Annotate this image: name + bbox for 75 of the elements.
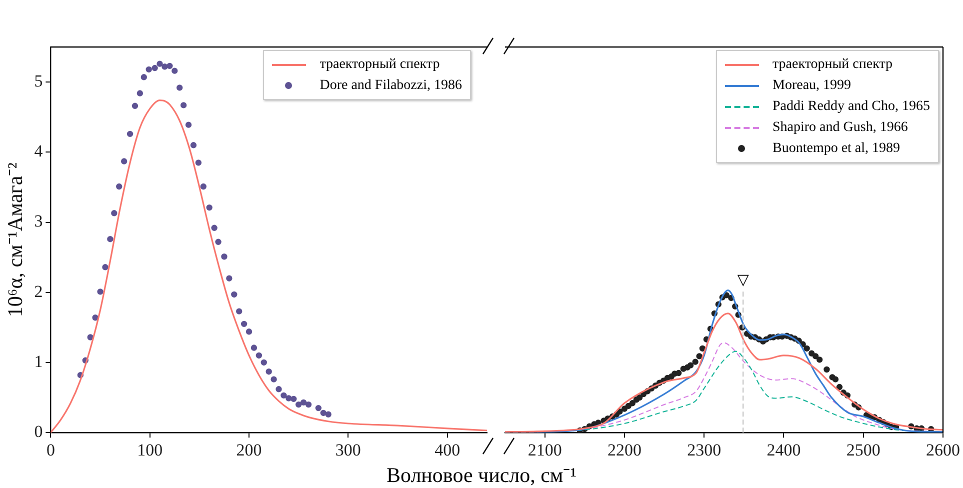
point bbox=[152, 64, 158, 72]
y-tick-label: 3 bbox=[34, 212, 43, 231]
point bbox=[236, 308, 242, 314]
point bbox=[92, 314, 98, 321]
point bbox=[246, 328, 252, 335]
point bbox=[132, 102, 138, 109]
point bbox=[97, 288, 104, 295]
point bbox=[256, 352, 262, 359]
legend-label: траекторный спектр bbox=[320, 56, 440, 72]
point bbox=[146, 66, 152, 73]
point bbox=[200, 183, 207, 190]
point bbox=[166, 62, 173, 70]
ref-line-label: ▽ bbox=[737, 270, 750, 288]
point bbox=[296, 401, 302, 408]
point bbox=[320, 410, 326, 416]
point bbox=[185, 122, 192, 128]
legend-label: Dore and Filabozzi, 1986 bbox=[320, 78, 462, 94]
x-tick-label: 100 bbox=[137, 440, 163, 460]
point bbox=[126, 130, 134, 138]
point bbox=[270, 376, 277, 382]
point bbox=[211, 224, 218, 231]
x-tick-label: 2500 bbox=[846, 440, 880, 460]
point bbox=[195, 160, 202, 166]
point bbox=[266, 368, 272, 375]
point bbox=[162, 64, 168, 70]
legend-label: Moreau, 1999 bbox=[772, 78, 852, 94]
point bbox=[180, 102, 187, 108]
point bbox=[260, 359, 267, 366]
point bbox=[140, 74, 148, 80]
point bbox=[215, 238, 222, 246]
point bbox=[221, 254, 228, 260]
point bbox=[276, 386, 282, 392]
x-tick-label: 2400 bbox=[766, 440, 801, 460]
point bbox=[290, 396, 297, 402]
x-tick-label: 300 bbox=[335, 440, 361, 460]
x-axis-title: Волновое число, см⁻¹ bbox=[385, 462, 578, 488]
point bbox=[107, 236, 114, 242]
x-tick-label: 2300 bbox=[687, 440, 722, 460]
y-tick-label: 4 bbox=[34, 142, 44, 161]
point bbox=[102, 264, 108, 270]
point bbox=[286, 395, 292, 402]
y-tick-label: 5 bbox=[34, 72, 43, 91]
x-tick-label: 0 bbox=[46, 440, 55, 460]
point bbox=[280, 392, 287, 399]
legend-label: Buontempo et al, 1989 bbox=[772, 140, 900, 156]
x-tick-label: 200 bbox=[236, 440, 262, 460]
legend-label: Paddi Reddy and Cho, 1965 bbox=[772, 98, 930, 114]
point bbox=[231, 291, 238, 298]
y-axis-title: 10⁶α, см⁻¹Амага⁻² bbox=[3, 162, 28, 318]
point bbox=[315, 404, 322, 412]
point bbox=[190, 142, 197, 148]
x-tick-label: 2200 bbox=[607, 440, 642, 460]
point bbox=[250, 344, 258, 351]
point bbox=[116, 183, 122, 190]
point bbox=[156, 60, 163, 67]
point bbox=[120, 158, 128, 164]
x-tick-label: 400 bbox=[434, 440, 460, 460]
point bbox=[176, 84, 183, 91]
point bbox=[305, 401, 312, 408]
legend-label: Shapiro and Gush, 1966 bbox=[772, 120, 908, 136]
point bbox=[111, 210, 118, 216]
y-tick-label: 0 bbox=[34, 422, 43, 442]
y-tick-label: 2 bbox=[34, 282, 43, 301]
x-tick-label: 2100 bbox=[528, 440, 562, 460]
point bbox=[87, 334, 94, 340]
point bbox=[172, 68, 178, 74]
point bbox=[226, 275, 232, 282]
point bbox=[240, 320, 248, 328]
point bbox=[136, 90, 144, 96]
point bbox=[325, 411, 332, 418]
y-tick-label: 1 bbox=[34, 352, 43, 371]
x-tick-label: 2600 bbox=[926, 440, 960, 460]
point bbox=[300, 399, 307, 406]
legend-label: траекторный спектр bbox=[772, 56, 892, 72]
point bbox=[206, 204, 212, 211]
